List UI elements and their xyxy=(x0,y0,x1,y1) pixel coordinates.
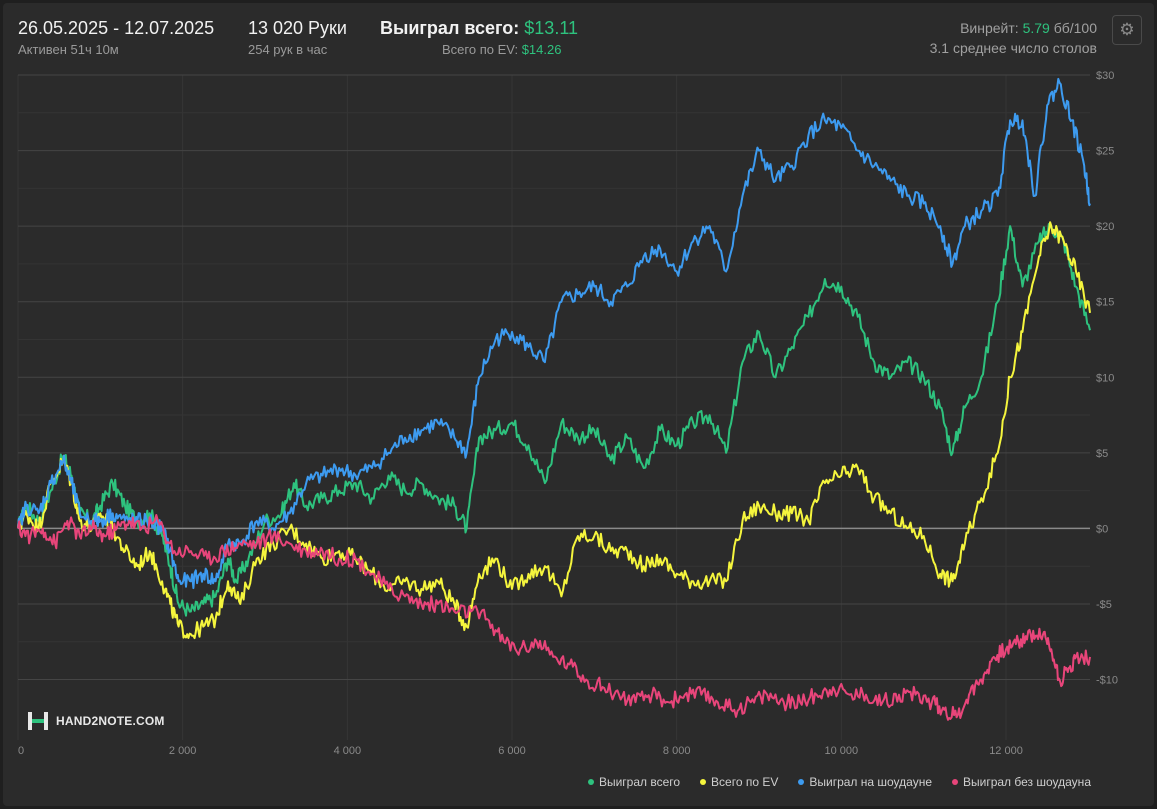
legend-dot-icon xyxy=(952,779,958,785)
active-time: Активен 51ч 10м xyxy=(18,42,119,57)
y-tick-label: -$10 xyxy=(1096,675,1118,687)
series-line xyxy=(17,221,1091,640)
series-line xyxy=(17,514,1091,721)
x-tick-label: 4 000 xyxy=(334,745,362,757)
gear-icon: ⚙ xyxy=(1119,20,1135,39)
legend-label: Выиграл на шоудауне xyxy=(809,775,932,789)
x-tick-label: 8 000 xyxy=(663,745,691,757)
legend-dot-icon xyxy=(587,779,594,785)
winrate-unit: бб/100 xyxy=(1053,20,1097,36)
y-tick-label: $15 xyxy=(1096,297,1114,309)
ev-total-value: $14.26 xyxy=(521,42,562,57)
legend-item[interactable]: Всего по EV xyxy=(700,775,778,789)
y-tick-label: $5 xyxy=(1096,448,1108,460)
winrate: Винрейт: 5.79 бб/100 xyxy=(960,20,1097,36)
x-tick-label: 6 000 xyxy=(498,745,526,757)
y-tick-label: $0 xyxy=(1096,523,1108,535)
winrate-label: Винрейт: xyxy=(960,20,1019,36)
hand2note-logo: HAND2NOTE.COM xyxy=(26,710,165,732)
won-total: Выиграл всего: $13.11 xyxy=(380,18,578,39)
y-tick-label: $30 xyxy=(1096,70,1114,82)
hands-per-hour: 254 рук в час xyxy=(248,42,328,57)
settings-button[interactable]: ⚙ xyxy=(1112,15,1142,45)
ev-total-label: Всего по EV: xyxy=(442,42,519,57)
won-total-value: $13.11 xyxy=(524,18,578,38)
legend-item[interactable]: Выиграл без шоудауна xyxy=(952,775,1091,789)
date-range: 26.05.2025 - 12.07.2025 xyxy=(18,18,215,38)
x-tick-label: 0 xyxy=(18,745,24,757)
x-tick-label: 2 000 xyxy=(169,745,197,757)
x-tick-label: 10 000 xyxy=(825,745,859,757)
logo-text: HAND2NOTE.COM xyxy=(56,714,165,728)
x-tick-label: 12 000 xyxy=(989,745,1023,757)
legend-dot-icon xyxy=(798,779,805,785)
series-line xyxy=(17,77,1091,590)
y-tick-label: $20 xyxy=(1096,221,1114,233)
legend-label: Выиграл всего xyxy=(598,775,681,789)
y-tick-label: $25 xyxy=(1096,146,1114,158)
winrate-value: 5.79 xyxy=(1022,20,1050,36)
y-tick-label: $10 xyxy=(1096,372,1114,384)
hand2note-logo-mark xyxy=(28,712,48,730)
series-line xyxy=(17,223,1091,617)
legend-dot-icon xyxy=(700,779,707,785)
legend-label: Всего по EV xyxy=(711,775,779,789)
report-panel xyxy=(3,3,1154,806)
won-total-label: Выиграл всего: xyxy=(380,18,520,38)
y-tick-label: -$5 xyxy=(1096,599,1112,611)
ev-total: Всего по EV: $14.26 xyxy=(442,42,561,57)
legend-item[interactable]: Выиграл на шоудауне xyxy=(798,775,932,789)
legend-item[interactable]: Выиграл всего xyxy=(587,775,681,789)
legend-label: Выиграл без шоудауна xyxy=(963,775,1091,789)
hands-count: 13 020 Руки xyxy=(248,18,347,38)
avg-tables: 3.1 среднее число столов xyxy=(929,40,1097,56)
chart-legend: Выиграл всего Всего по EV Выиграл на шоуда… xyxy=(587,775,1091,789)
